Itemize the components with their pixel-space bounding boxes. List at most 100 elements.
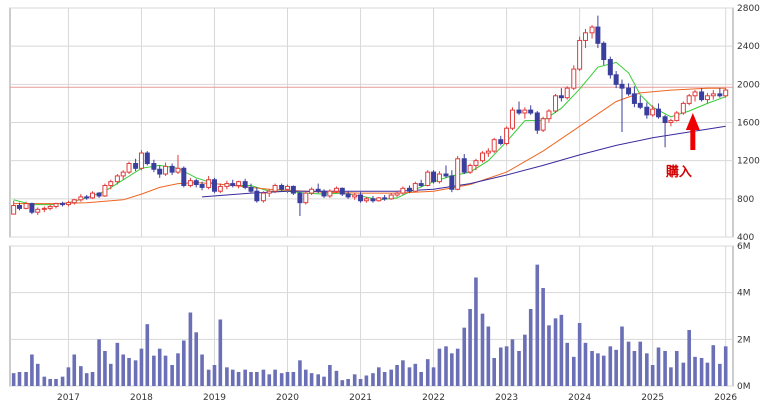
- candle-body: [382, 197, 388, 200]
- candle-body: [485, 150, 491, 154]
- candle-body: [60, 203, 66, 206]
- price-y-tick-label: 2000: [737, 80, 760, 90]
- candle-body: [315, 188, 321, 192]
- volume-bar: [206, 369, 211, 386]
- candle-body: [181, 167, 187, 186]
- volume-bar: [687, 330, 691, 386]
- buy-arrow-head: [685, 113, 700, 130]
- volume-bar: [693, 356, 697, 386]
- buy-arrow-shaft: [690, 128, 696, 150]
- candle-body: [637, 102, 643, 108]
- volume-bar: [243, 369, 247, 386]
- volume-y-tick-label: 2M: [737, 335, 751, 345]
- candle-body: [449, 175, 455, 190]
- volume-bar: [389, 369, 394, 386]
- candle-body: [96, 192, 102, 197]
- candle-body: [680, 102, 686, 114]
- volume-bar: [705, 362, 710, 386]
- volume-bar: [255, 372, 259, 386]
- candle-body: [297, 192, 303, 204]
- volume-bar: [547, 325, 551, 386]
- volume-bar: [523, 334, 527, 386]
- volume-bar: [480, 313, 485, 386]
- candle-body: [509, 109, 515, 129]
- candle-body: [443, 173, 449, 177]
- volume-bar: [468, 309, 472, 386]
- volume-bar: [535, 264, 540, 386]
- candle-body: [339, 187, 345, 195]
- volume-bar: [425, 359, 430, 386]
- volume-bar: [17, 372, 22, 386]
- volume-bar: [650, 365, 655, 386]
- volume-bar: [11, 373, 16, 386]
- candle-body: [394, 192, 400, 196]
- candle-body: [467, 164, 473, 173]
- volume-bar: [316, 374, 320, 386]
- candle-body: [692, 91, 698, 97]
- volume-bar: [261, 369, 266, 386]
- candle-body: [211, 179, 217, 192]
- volume-bar: [486, 326, 491, 386]
- volume-bar: [230, 369, 235, 386]
- candle-body: [272, 184, 278, 192]
- candle-body: [564, 87, 570, 99]
- x-tick-label: 2017: [57, 393, 80, 403]
- volume-bar: [145, 324, 150, 386]
- volume-bar: [54, 379, 58, 386]
- volume-bar: [663, 351, 667, 386]
- volume-bar: [139, 348, 144, 386]
- volume-bar: [377, 367, 381, 386]
- candle-body: [41, 207, 47, 210]
- candle-body: [333, 187, 339, 192]
- volume-bar: [528, 309, 533, 386]
- candle-body: [589, 26, 595, 34]
- volume-bar: [157, 348, 162, 386]
- candle-body: [206, 179, 212, 188]
- candle-body: [710, 93, 716, 97]
- x-tick-label: 2021: [349, 393, 372, 403]
- volume-bar: [669, 367, 673, 386]
- volume-bar: [103, 351, 107, 386]
- candle-body: [461, 158, 467, 173]
- candle-body: [175, 167, 181, 173]
- volume-bar: [358, 379, 363, 386]
- volume-bar: [35, 363, 40, 386]
- volume-bar: [309, 373, 314, 386]
- volume-bar: [614, 349, 618, 386]
- volume-bar: [632, 351, 637, 386]
- candle-body: [436, 173, 442, 183]
- volume-bar: [626, 341, 631, 386]
- x-tick-label: 2018: [130, 393, 153, 403]
- volume-bar: [352, 374, 357, 386]
- candle-body: [607, 59, 613, 76]
- volume-bar: [84, 373, 89, 386]
- candle-body: [11, 205, 17, 215]
- volume-bar: [608, 346, 613, 386]
- volume-bar: [711, 345, 716, 386]
- volume-bar: [152, 355, 156, 386]
- volume-bar: [133, 360, 138, 386]
- volume-bar: [273, 369, 277, 386]
- candle-body: [558, 95, 564, 99]
- volume-bar: [194, 332, 199, 386]
- candle-body: [71, 199, 77, 204]
- candle-body: [406, 187, 412, 192]
- candle-body: [717, 93, 723, 97]
- price-y-tick-label: 800: [737, 195, 754, 205]
- candle-body: [455, 158, 461, 190]
- volume-bar: [571, 356, 576, 386]
- candle-body: [626, 87, 632, 95]
- volume-bar: [42, 376, 47, 386]
- volume-bar: [163, 355, 168, 386]
- candle-body: [504, 127, 510, 144]
- volume-bar: [188, 312, 193, 386]
- candle-body: [266, 190, 272, 194]
- x-tick-label: 2024: [568, 393, 591, 403]
- x-tick-label: 2022: [422, 393, 445, 403]
- candle-body: [699, 91, 705, 101]
- volume-bar: [498, 347, 503, 386]
- price-panel: 2800 2400 2000 1600 1200 800 400: [9, 4, 760, 243]
- candle-body: [400, 187, 406, 194]
- candle-body: [412, 183, 418, 192]
